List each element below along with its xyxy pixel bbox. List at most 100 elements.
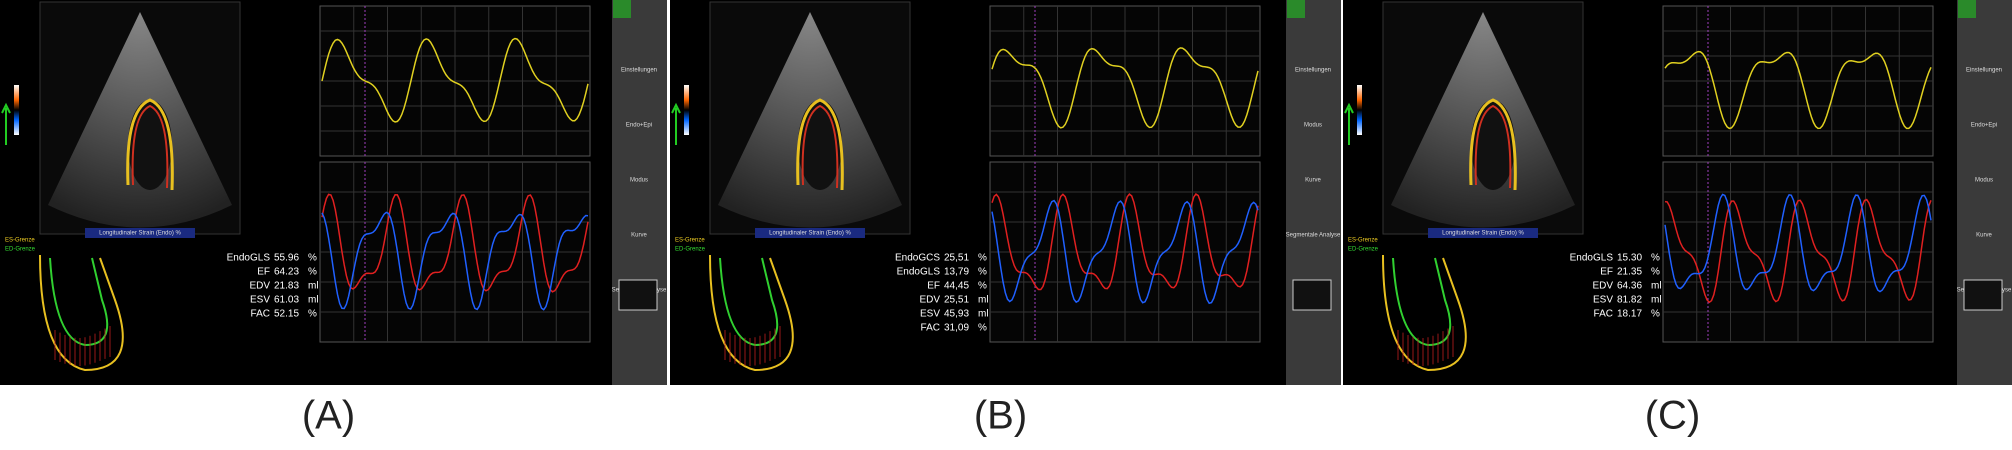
boundary-legend: ES-Grenze: [1348, 238, 1378, 244]
metric-value: 61.03: [274, 295, 299, 306]
sidebar: [612, 0, 667, 385]
panel-label: (B): [974, 394, 1027, 438]
metric-value: 31,09: [944, 323, 969, 334]
sidebar: [1286, 0, 1341, 385]
metric-unit: %: [308, 267, 317, 278]
metric-unit: %: [1651, 309, 1660, 320]
strain-curve: [1664, 50, 1932, 130]
endocardial-border-inner: [131, 104, 169, 189]
metric-name: EndoGCS: [895, 253, 940, 264]
sidebar-indicator: [613, 0, 631, 18]
endocardial-border-inner: [801, 104, 839, 189]
metric-unit: %: [308, 253, 317, 264]
metric-value: 18.17: [1617, 309, 1642, 320]
sidebar-indicator: [1287, 0, 1305, 18]
color-bar: [1357, 85, 1362, 135]
ventricle-cavity: [798, 100, 842, 190]
metric-value: 81.82: [1617, 295, 1642, 306]
contour-es: [1382, 254, 1467, 372]
sidebar-indicator: [1958, 0, 1976, 18]
strain-curve: [1664, 193, 1932, 293]
contour-es: [709, 254, 794, 372]
green-arrow: [671, 102, 681, 145]
metric-unit: %: [978, 253, 987, 264]
metric-value: 13,79: [944, 267, 969, 278]
metric-unit: %: [978, 323, 987, 334]
metric-unit: %: [1651, 267, 1660, 278]
metric-name: EF: [257, 267, 270, 278]
metric-name: FAC: [921, 323, 940, 334]
sidebar-thumbnail: [1292, 279, 1332, 311]
strain-title: Longitudinaler Strain (Endo) %: [99, 231, 181, 237]
sidebar-label: Segmentale Analyse: [1286, 233, 1341, 239]
strain-title: Longitudinaler Strain (Endo) %: [1442, 231, 1524, 237]
boundary-legend: ES-Grenze: [5, 238, 35, 244]
ventricle-cavity: [1471, 100, 1515, 190]
boundary-legend: ES-Grenze: [675, 238, 705, 244]
strain-title-box: [85, 228, 195, 238]
sidebar-thumbnail: [618, 279, 658, 311]
panel-label: (C): [1645, 394, 1701, 438]
sidebar-label: Einstellungen: [1295, 68, 1331, 74]
sidebar-label: Endo+Epi: [1971, 123, 1997, 129]
metric-unit: %: [308, 309, 317, 320]
color-bar: [684, 85, 689, 135]
metric-unit: ml: [1651, 295, 1662, 306]
endocardial-border-inner: [1474, 104, 1512, 189]
strain-curve: [991, 47, 1259, 129]
sidebar-label: Modus: [630, 178, 648, 184]
metric-value: 21.83: [274, 281, 299, 292]
metric-name: ESV: [1593, 295, 1613, 306]
strain-curve: [1664, 198, 1932, 304]
metric-name: EDV: [919, 295, 940, 306]
metric-value: 45,93: [944, 309, 969, 320]
metric-value: 25,51: [944, 253, 969, 264]
metric-value: 64.23: [274, 267, 299, 278]
sidebar-label: Kurve: [631, 233, 647, 239]
metric-name: EndoGLS: [897, 267, 941, 278]
sidebar-label: Endo+Epi: [626, 123, 652, 129]
green-arrow: [1, 102, 11, 145]
metric-value: 55.96: [274, 253, 299, 264]
strain-curve: [321, 193, 589, 293]
sidebar-label: Modus: [1975, 178, 1993, 184]
sidebar-label: Einstellungen: [1966, 68, 2002, 74]
metric-name: FAC: [251, 309, 270, 320]
metric-value: 25,51: [944, 295, 969, 306]
sidebar-label: Kurve: [1976, 233, 1992, 239]
boundary-legend: ED-Grenze: [1348, 247, 1379, 253]
strain-curve: [321, 211, 589, 311]
metric-name: EF: [1600, 267, 1613, 278]
strain-title: Longitudinaler Strain (Endo) %: [769, 231, 851, 237]
metric-unit: %: [978, 281, 987, 292]
sidebar-label: Kurve: [1305, 178, 1321, 184]
metric-unit: ml: [1651, 281, 1662, 292]
metric-value: 15.30: [1617, 253, 1642, 264]
sidebar-label: Einstellungen: [621, 68, 657, 74]
metric-value: 44,45: [944, 281, 969, 292]
strain-title-box: [1428, 228, 1538, 238]
metric-name: FAC: [1594, 309, 1613, 320]
boundary-legend: ED-Grenze: [675, 247, 706, 253]
metric-value: 21.35: [1617, 267, 1642, 278]
boundary-legend: ED-Grenze: [5, 247, 36, 253]
metric-name: EndoGLS: [1570, 253, 1614, 264]
metric-unit: ml: [978, 295, 989, 306]
metric-name: EDV: [249, 281, 270, 292]
metric-unit: %: [978, 267, 987, 278]
metric-name: ESV: [920, 309, 940, 320]
endocardial-border: [1469, 98, 1517, 191]
metric-name: EF: [927, 281, 940, 292]
sidebar-label: Modus: [1304, 123, 1322, 129]
strain-curve: [321, 37, 589, 123]
endocardial-border: [796, 98, 844, 191]
green-arrow: [1344, 102, 1354, 145]
metric-unit: %: [1651, 253, 1660, 264]
metric-name: ESV: [250, 295, 270, 306]
sidebar: [1957, 0, 2012, 385]
metric-name: EDV: [1592, 281, 1613, 292]
metric-value: 64.36: [1617, 281, 1642, 292]
metric-unit: ml: [308, 281, 319, 292]
